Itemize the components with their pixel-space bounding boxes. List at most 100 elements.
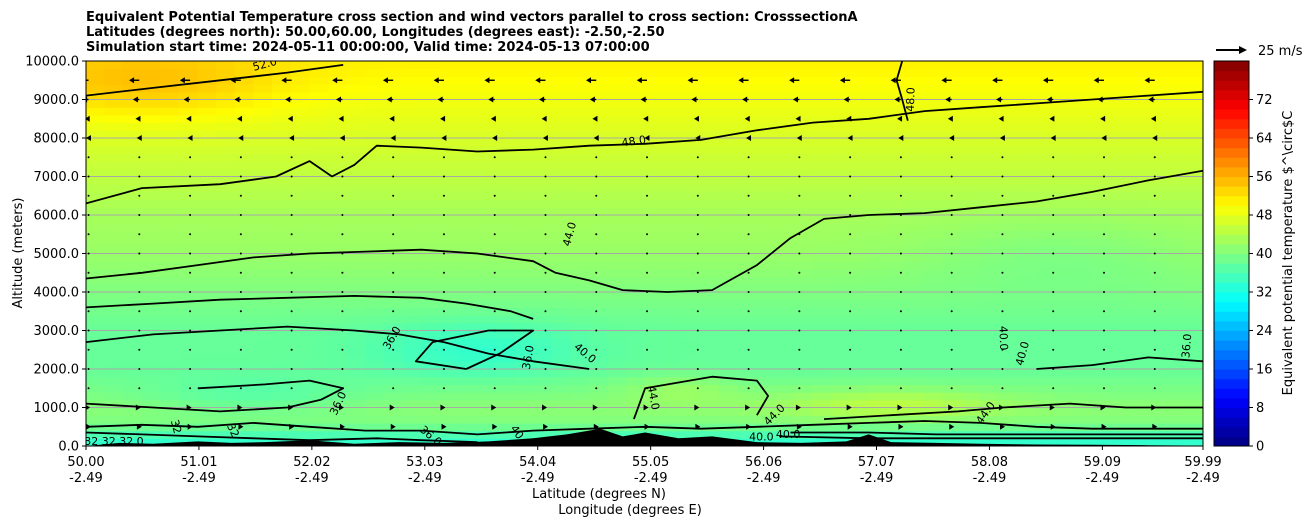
- field-cell: [160, 91, 180, 101]
- field-cell: [141, 238, 162, 247]
- field-cell: [197, 415, 217, 424]
- field-cell: [253, 376, 273, 385]
- field-cell: [272, 307, 292, 316]
- field-cell: [1091, 107, 1111, 116]
- field-cell: [1016, 207, 1037, 216]
- field-cell: [141, 114, 162, 124]
- field-cell: [737, 276, 757, 285]
- field-cell: [607, 130, 627, 139]
- field-cell: [570, 307, 590, 316]
- field-cell: [346, 91, 366, 101]
- field-cell: [737, 292, 757, 301]
- wind-vector: [135, 115, 141, 122]
- field-cell: [383, 176, 404, 185]
- field-cell: [216, 130, 236, 139]
- field-cell: [458, 184, 478, 193]
- colorbar-segment: [1214, 263, 1249, 274]
- field-cell: [402, 399, 422, 409]
- field-cell: [960, 99, 981, 108]
- field-cell: [495, 215, 515, 224]
- wind-vector: [899, 233, 902, 236]
- wind-vector: [646, 214, 649, 216]
- field-cell: [160, 230, 180, 239]
- field-cell: [1091, 307, 1111, 316]
- wind-vector: [839, 77, 851, 84]
- wind-vector: [290, 233, 293, 236]
- field-cell: [1016, 122, 1037, 131]
- field-cell: [253, 238, 273, 247]
- field-cell: [439, 184, 459, 193]
- field-cell: [960, 238, 981, 247]
- field-cell: [365, 353, 385, 362]
- field-cell: [923, 145, 943, 154]
- field-cell: [1072, 168, 1092, 178]
- wind-vector: [1001, 329, 1004, 332]
- field-cell: [495, 68, 515, 77]
- field-cell: [849, 361, 869, 370]
- field-cell: [979, 91, 999, 101]
- field-cell: [812, 322, 832, 332]
- field-cell: [532, 307, 553, 316]
- field-cell: [1035, 238, 1055, 247]
- field-cell: [458, 276, 478, 285]
- field-cell: [830, 407, 850, 416]
- field-cell: [942, 184, 962, 193]
- field-cell: [1165, 384, 1185, 393]
- field-cell: [290, 68, 310, 77]
- field-cell: [458, 138, 478, 147]
- field-cell: [328, 415, 348, 424]
- field-cell: [532, 384, 553, 393]
- field-cell: [793, 345, 813, 355]
- field-cell: [700, 276, 720, 285]
- field-cell: [1072, 68, 1092, 77]
- field-cell: [886, 276, 906, 285]
- field-cell: [1054, 138, 1074, 147]
- field-cell: [942, 330, 962, 339]
- field-cell: [1035, 276, 1055, 285]
- field-cell: [179, 392, 199, 401]
- wind-vector: [87, 233, 90, 236]
- wind-vector: [1102, 348, 1105, 351]
- field-cell: [1184, 376, 1203, 385]
- field-cell: [625, 191, 646, 201]
- field-cell: [644, 376, 664, 385]
- field-cell: [123, 307, 143, 316]
- wind-vector: [1001, 271, 1004, 274]
- field-cell: [588, 199, 608, 208]
- field-cell: [1035, 176, 1055, 185]
- field-cell: [495, 407, 515, 416]
- field-cell: [625, 91, 646, 101]
- field-cell: [346, 61, 366, 70]
- field-cell: [979, 99, 999, 108]
- field-cell: [1128, 407, 1148, 416]
- field-cell: [718, 392, 739, 401]
- field-cell: [793, 338, 813, 347]
- field-cell: [793, 322, 813, 332]
- field-cell: [1016, 315, 1037, 324]
- field-cell: [309, 138, 329, 147]
- field-cell: [830, 322, 850, 332]
- wind-vector: [745, 404, 751, 411]
- field-cell: [234, 122, 255, 131]
- field-cell: [700, 130, 720, 139]
- x-tick-label-lat: 53.03: [406, 455, 443, 470]
- field-cell: [644, 107, 664, 116]
- wind-vector: [138, 348, 141, 351]
- wind-vector: [341, 214, 344, 216]
- field-cell: [1109, 99, 1130, 108]
- field-cell: [272, 376, 292, 385]
- field-cell: [998, 191, 1018, 201]
- field-cell: [942, 353, 962, 362]
- field-cell: [402, 114, 422, 124]
- field-cell: [179, 184, 199, 193]
- field-cell: [867, 384, 888, 393]
- field-cell: [1184, 99, 1203, 108]
- field-cell: [737, 399, 757, 409]
- field-cell: [1016, 292, 1037, 301]
- plot-area: 52.048.048.044.036.036.0 40.036.040.040.0…: [86, 61, 1203, 446]
- wind-vector: [544, 271, 547, 274]
- field-cell: [160, 361, 180, 370]
- wind-vector: [239, 387, 242, 390]
- field-cell: [421, 168, 441, 178]
- field-cell: [197, 261, 217, 270]
